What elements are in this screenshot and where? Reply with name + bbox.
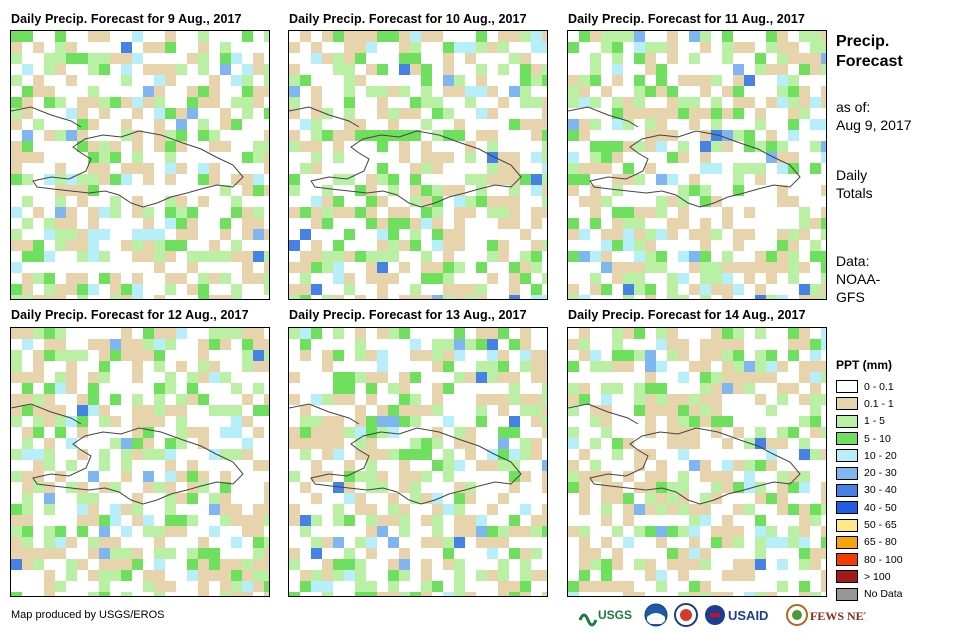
legend-label: 50 - 65: [864, 519, 897, 532]
hispaniola-outline: [32, 427, 244, 505]
legend-swatch: [836, 518, 858, 532]
fews-net-logo: FEWS NET: [786, 602, 866, 628]
legend-label: 65 - 80: [864, 536, 897, 549]
precip-raster: [289, 328, 547, 596]
legend-swatch: [836, 397, 858, 411]
panel-title-1: Daily Precip. Forecast for 9 Aug., 2017: [11, 12, 242, 26]
legend-label: No Data: [864, 588, 903, 601]
panel-title-6: Daily Precip. Forecast for 14 Aug., 2017: [568, 308, 806, 322]
forecast-map-5: [288, 327, 548, 597]
doi-logo: [674, 602, 698, 628]
svg-text:USAID: USAID: [728, 608, 768, 623]
legend-swatch: [836, 414, 858, 428]
precip-raster: [11, 328, 269, 596]
legend-item: 0 - 0.1: [836, 378, 903, 395]
legend-item: 0.1 - 1: [836, 395, 903, 412]
legend-swatch: [836, 553, 858, 567]
legend-label: 10 - 20: [864, 449, 897, 462]
legend-label: 40 - 50: [864, 501, 897, 514]
cuba-outline: [11, 106, 82, 128]
legend-swatch: [836, 432, 858, 446]
forecast-map-2: [288, 30, 548, 300]
agency-logos: USGS USAID FEWS NET: [578, 601, 866, 629]
cuba-outline: [289, 106, 360, 128]
forecast-map-6: [567, 327, 827, 597]
hispaniola-outline: [589, 130, 801, 208]
legend-label: 80 - 100: [864, 553, 903, 566]
legend-swatch: [836, 466, 858, 480]
legend-item: 5 - 10: [836, 430, 903, 447]
legend-swatch: [836, 587, 858, 601]
cuba-outline: [568, 106, 639, 128]
as-of-block: as of: Aug 9, 2017: [836, 99, 912, 133]
precip-raster: [568, 328, 826, 596]
legend-swatch: [836, 380, 858, 394]
panel-title-5: Daily Precip. Forecast for 13 Aug., 2017: [289, 308, 527, 322]
legend-label: 1 - 5: [864, 415, 886, 428]
hispaniola-outline: [589, 427, 801, 505]
cuba-outline: [11, 403, 82, 425]
noaa-logo: [644, 602, 668, 628]
hispaniola-outline: [310, 427, 522, 505]
svg-text:FEWS NET: FEWS NET: [810, 609, 866, 623]
legend-item: 1 - 5: [836, 413, 903, 430]
precip-legend: PPT (mm) 0 - 0.1 0.1 - 1 1 - 5 5 - 10 10 - 2…: [836, 358, 903, 603]
legend-swatch: [836, 570, 858, 584]
legend-item: 40 - 50: [836, 499, 903, 516]
legend-label: 20 - 30: [864, 467, 897, 480]
forecast-map-1: [10, 30, 270, 300]
legend-item: 50 - 65: [836, 516, 903, 533]
panel-title-3: Daily Precip. Forecast for 11 Aug., 2017: [568, 12, 805, 26]
forecast-map-4: [10, 327, 270, 597]
side-title: Precip. Forecast: [836, 33, 903, 70]
forecast-map-3: [567, 30, 827, 300]
map-credit: Map produced by USGS/EROS: [11, 609, 165, 621]
legend-item: 30 - 40: [836, 482, 903, 499]
data-source-block: Data: NOAA- GFS: [836, 253, 881, 305]
svg-text:USGS: USGS: [598, 608, 632, 622]
legend-label: 0 - 0.1: [864, 380, 894, 393]
legend-item: 10 - 20: [836, 447, 903, 464]
precip-raster: [11, 31, 269, 299]
legend-title: PPT (mm): [836, 358, 893, 372]
legend-label: 5 - 10: [864, 432, 891, 445]
legend-swatch: [836, 535, 858, 549]
legend-label: 30 - 40: [864, 484, 897, 497]
legend-item: No Data: [836, 586, 903, 603]
panel-title-4: Daily Precip. Forecast for 12 Aug., 2017: [11, 308, 249, 322]
usaid-logo: USAID: [704, 602, 780, 628]
legend-label: > 100: [864, 570, 891, 583]
cuba-outline: [568, 403, 639, 425]
precip-raster: [568, 31, 826, 299]
legend-item: 20 - 30: [836, 464, 903, 481]
cuba-outline: [289, 403, 360, 425]
legend-swatch: [836, 501, 858, 515]
daily-totals-block: Daily Totals: [836, 167, 873, 201]
hispaniola-outline: [310, 130, 522, 208]
legend-item: > 100: [836, 568, 903, 585]
hispaniola-outline: [32, 130, 244, 208]
panel-title-2: Daily Precip. Forecast for 10 Aug., 2017: [289, 12, 527, 26]
legend-swatch: [836, 483, 858, 497]
legend-label: 0.1 - 1: [864, 397, 894, 410]
legend-item: 80 - 100: [836, 551, 903, 568]
legend-swatch: [836, 449, 858, 463]
usgs-logo: USGS: [578, 602, 638, 628]
legend-item: 65 - 80: [836, 534, 903, 551]
precip-raster: [289, 31, 547, 299]
